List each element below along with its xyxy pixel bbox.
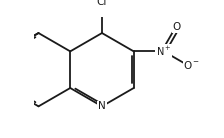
Text: O$^-$: O$^-$: [183, 59, 200, 71]
Text: N$^+$: N$^+$: [156, 45, 172, 58]
Text: Cl: Cl: [97, 0, 107, 7]
Text: O: O: [173, 22, 181, 32]
Text: N: N: [98, 101, 106, 111]
